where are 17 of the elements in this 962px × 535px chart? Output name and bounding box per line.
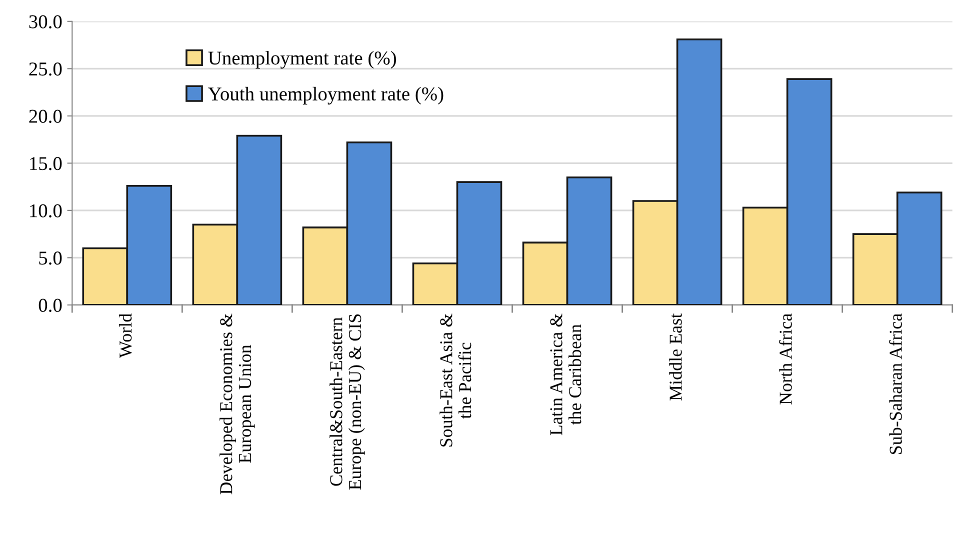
y-tick-label: 10.0: [30, 204, 62, 218]
x-tick-label: Central&South-Eastern Europe (non-EU) & CIS: [330, 314, 365, 490]
x-tick-label: South-East Asia & the Pacific: [440, 314, 472, 446]
y-tick-label: 0.0: [38, 298, 62, 312]
x-tick-label: Latin America & the Caribbean: [550, 314, 582, 436]
legend-label: Unemployment rate (%): [208, 50, 396, 69]
x-tick-label: Sub-Saharan Africa: [888, 314, 902, 454]
y-tick-label: 5.0: [39, 252, 62, 265]
x-tick-label: North Africa: [778, 314, 792, 405]
y-tick-label: 30.0: [29, 15, 62, 28]
x-tick-label: Developed Economies & European Union: [220, 314, 255, 494]
x-tick-label: World: [118, 314, 132, 358]
y-tick-label: 15.0: [30, 156, 62, 170]
y-tick-label: 25.0: [29, 62, 62, 76]
x-tick-label: Middle East: [669, 313, 682, 401]
legend-label: Youth unemployment rate (%): [208, 86, 444, 105]
y-tick-label: 20.0: [29, 110, 62, 123]
